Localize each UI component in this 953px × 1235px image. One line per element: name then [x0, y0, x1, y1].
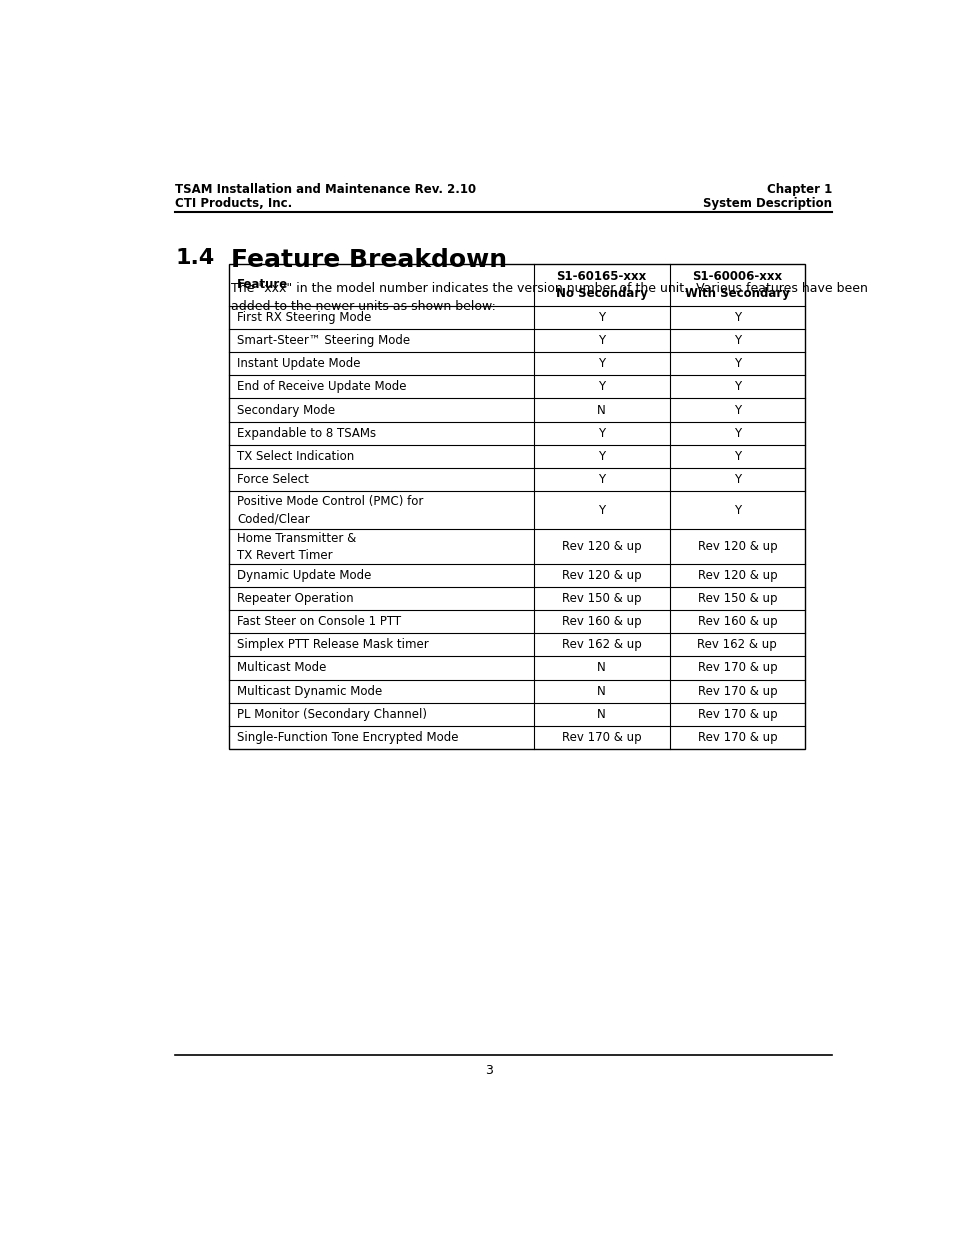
Text: Y: Y [733, 404, 740, 416]
Text: Rev 162 & up: Rev 162 & up [697, 638, 777, 651]
Text: Y: Y [598, 473, 604, 485]
Text: Y: Y [733, 426, 740, 440]
Text: Force Select: Force Select [236, 473, 309, 485]
Text: Y: Y [598, 311, 604, 324]
Text: Y: Y [598, 450, 604, 463]
Text: Multicast Dynamic Mode: Multicast Dynamic Mode [236, 684, 382, 698]
Text: Positive Mode Control (PMC) for
Coded/Clear: Positive Mode Control (PMC) for Coded/Cl… [236, 495, 423, 525]
Text: S1-60165-xxx
No Secondary: S1-60165-xxx No Secondary [556, 270, 647, 300]
Text: Rev 120 & up: Rev 120 & up [697, 569, 777, 582]
Text: 1.4: 1.4 [174, 248, 214, 268]
Text: Chapter 1: Chapter 1 [766, 183, 831, 196]
Text: Repeater Operation: Repeater Operation [236, 592, 354, 605]
Text: 3: 3 [484, 1065, 493, 1077]
Text: Rev 160 & up: Rev 160 & up [561, 615, 640, 629]
Text: Y: Y [598, 504, 604, 516]
Text: N: N [597, 684, 605, 698]
Text: CTI Products, Inc.: CTI Products, Inc. [174, 196, 292, 210]
Text: Smart-Steer™ Steering Mode: Smart-Steer™ Steering Mode [236, 335, 410, 347]
Text: Y: Y [733, 450, 740, 463]
Text: The "xxx" in the model number indicates the version number of the unit.  Various: The "xxx" in the model number indicates … [231, 282, 867, 314]
Text: N: N [597, 662, 605, 674]
Text: Y: Y [598, 335, 604, 347]
Text: First RX Steering Mode: First RX Steering Mode [236, 311, 371, 324]
Text: Rev 170 & up: Rev 170 & up [697, 684, 777, 698]
Text: Fast Steer on Console 1 PTT: Fast Steer on Console 1 PTT [236, 615, 401, 629]
Text: Y: Y [733, 380, 740, 394]
Text: N: N [597, 708, 605, 721]
Text: End of Receive Update Mode: End of Receive Update Mode [236, 380, 406, 394]
Text: Y: Y [733, 473, 740, 485]
Text: Y: Y [598, 357, 604, 370]
Text: Y: Y [598, 380, 604, 394]
Text: Y: Y [733, 504, 740, 516]
Text: System Description: System Description [702, 196, 831, 210]
Text: Feature Breakdown: Feature Breakdown [231, 248, 506, 272]
Text: Y: Y [733, 357, 740, 370]
Text: Rev 170 & up: Rev 170 & up [697, 708, 777, 721]
Text: Y: Y [733, 311, 740, 324]
Text: Home Transmitter &
TX Revert Timer: Home Transmitter & TX Revert Timer [236, 532, 355, 562]
Text: Instant Update Mode: Instant Update Mode [236, 357, 360, 370]
Text: Rev 120 & up: Rev 120 & up [561, 569, 640, 582]
Text: S1-60006-xxx
With Secondary: S1-60006-xxx With Secondary [684, 270, 789, 300]
Text: Multicast Mode: Multicast Mode [236, 662, 326, 674]
Text: Rev 120 & up: Rev 120 & up [561, 540, 640, 553]
Text: Rev 120 & up: Rev 120 & up [697, 540, 777, 553]
Text: Simplex PTT Release Mask timer: Simplex PTT Release Mask timer [236, 638, 428, 651]
Text: Y: Y [733, 335, 740, 347]
Text: Feature: Feature [236, 278, 288, 291]
Text: Dynamic Update Mode: Dynamic Update Mode [236, 569, 371, 582]
Text: TSAM Installation and Maintenance Rev. 2.10: TSAM Installation and Maintenance Rev. 2… [174, 183, 476, 196]
Text: TX Select Indication: TX Select Indication [236, 450, 354, 463]
Text: Secondary Mode: Secondary Mode [236, 404, 335, 416]
Text: Y: Y [598, 426, 604, 440]
Text: Rev 170 & up: Rev 170 & up [697, 731, 777, 743]
Text: Single-Function Tone Encrypted Mode: Single-Function Tone Encrypted Mode [236, 731, 458, 743]
Text: N: N [597, 404, 605, 416]
Text: Rev 170 & up: Rev 170 & up [561, 731, 640, 743]
Text: Rev 170 & up: Rev 170 & up [697, 662, 777, 674]
Text: Rev 162 & up: Rev 162 & up [561, 638, 640, 651]
Text: PL Monitor (Secondary Channel): PL Monitor (Secondary Channel) [236, 708, 427, 721]
Text: Rev 150 & up: Rev 150 & up [561, 592, 640, 605]
Text: Expandable to 8 TSAMs: Expandable to 8 TSAMs [236, 426, 375, 440]
Text: Rev 160 & up: Rev 160 & up [697, 615, 777, 629]
Text: Rev 150 & up: Rev 150 & up [697, 592, 777, 605]
